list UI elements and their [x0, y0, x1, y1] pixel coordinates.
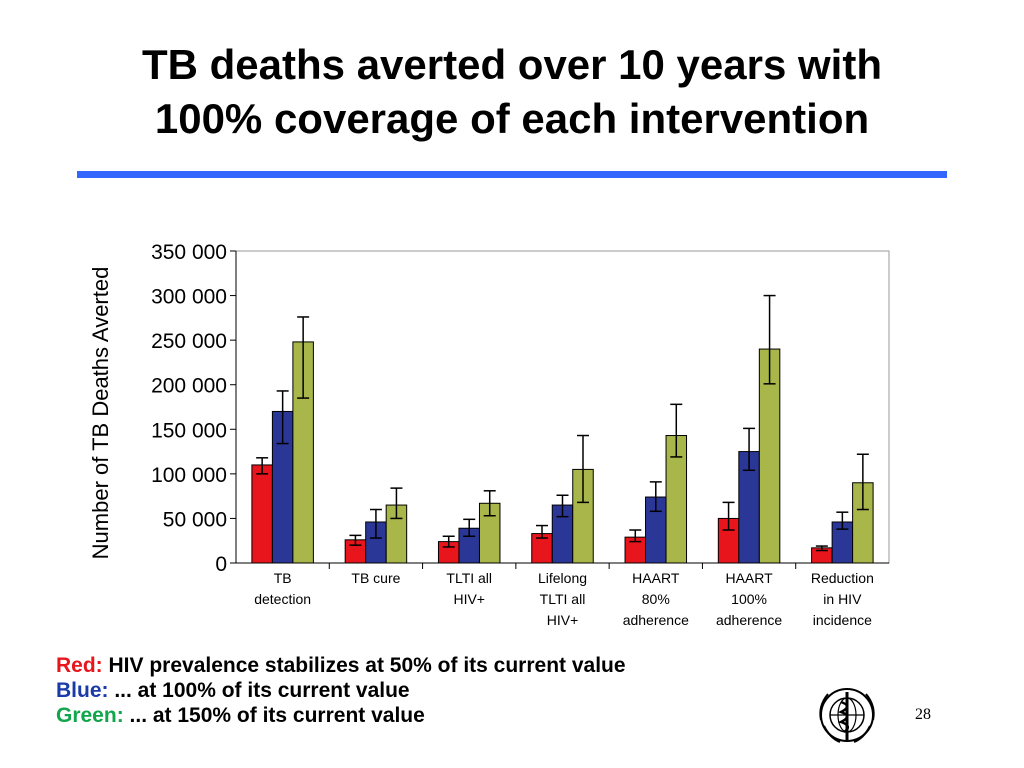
legend-key-blue: Blue:: [56, 679, 109, 702]
y-tick-label: 350 000: [151, 241, 227, 264]
y-tick-label: 300 000: [151, 286, 227, 309]
bar-chart: 0 50 000 100 000 150 000 200 000 250 000 300 0…: [88, 241, 890, 628]
y-axis-title: Number of TB Deaths Averted: [88, 267, 113, 560]
legend-row-red: Red: HIV prevalence stabilizes at 50% of…: [56, 653, 626, 678]
x-tick-label: TB cure: [351, 570, 400, 586]
x-tick-label: Reduction: [811, 570, 874, 586]
y-tick-label: 50 000: [163, 508, 227, 531]
x-tick-label: detection: [254, 591, 311, 607]
x-tick-label: HAART: [725, 570, 773, 586]
legend-row-blue: Blue: ... at 100% of its current value: [56, 678, 626, 703]
x-tick-label: adherence: [623, 612, 689, 628]
title-divider: [77, 171, 947, 178]
legend-key-red: Red:: [56, 654, 103, 677]
legend: Red: HIV prevalence stabilizes at 50% of…: [56, 653, 626, 728]
legend-text-red: HIV prevalence stabilizes at 50% of its …: [102, 654, 626, 677]
slide-number: 28: [915, 706, 931, 723]
y-tick-label: 0: [215, 553, 227, 576]
x-tick-label: in HIV: [823, 591, 862, 607]
x-tick-label: TLTI all: [446, 570, 492, 586]
x-tick-label: 100%: [731, 591, 767, 607]
slide-title-line-1: TB deaths averted over 10 years with: [142, 41, 882, 88]
y-tick-label: 150 000: [151, 419, 227, 442]
slide-title: TB deaths averted over 10 years with 100…: [60, 38, 964, 146]
legend-text-green: ... at 150% of its current value: [123, 704, 425, 727]
who-emblem-icon: [819, 688, 875, 743]
x-tick-label: HIV+: [547, 612, 579, 628]
y-tick-label: 200 000: [151, 375, 227, 398]
legend-row-green: Green: ... at 150% of its current value: [56, 703, 626, 728]
slide-title-line-2: 100% coverage of each intervention: [154, 95, 870, 142]
x-tick-label: Lifelong: [538, 570, 587, 586]
x-tick-label: adherence: [716, 612, 782, 628]
x-tick-label: HIV+: [453, 591, 485, 607]
y-tick-label: 100 000: [151, 464, 227, 487]
x-tick-label: 80%: [642, 591, 670, 607]
x-tick-label: incidence: [813, 612, 872, 628]
y-tick-label: 250 000: [151, 330, 227, 353]
x-tick-label: TLTI all: [540, 591, 586, 607]
x-tick-label: HAART: [632, 570, 680, 586]
x-tick-label: TB: [274, 570, 292, 586]
bar: [251, 464, 273, 564]
legend-text-blue: ... at 100% of its current value: [108, 679, 410, 702]
legend-key-green: Green:: [56, 704, 124, 727]
